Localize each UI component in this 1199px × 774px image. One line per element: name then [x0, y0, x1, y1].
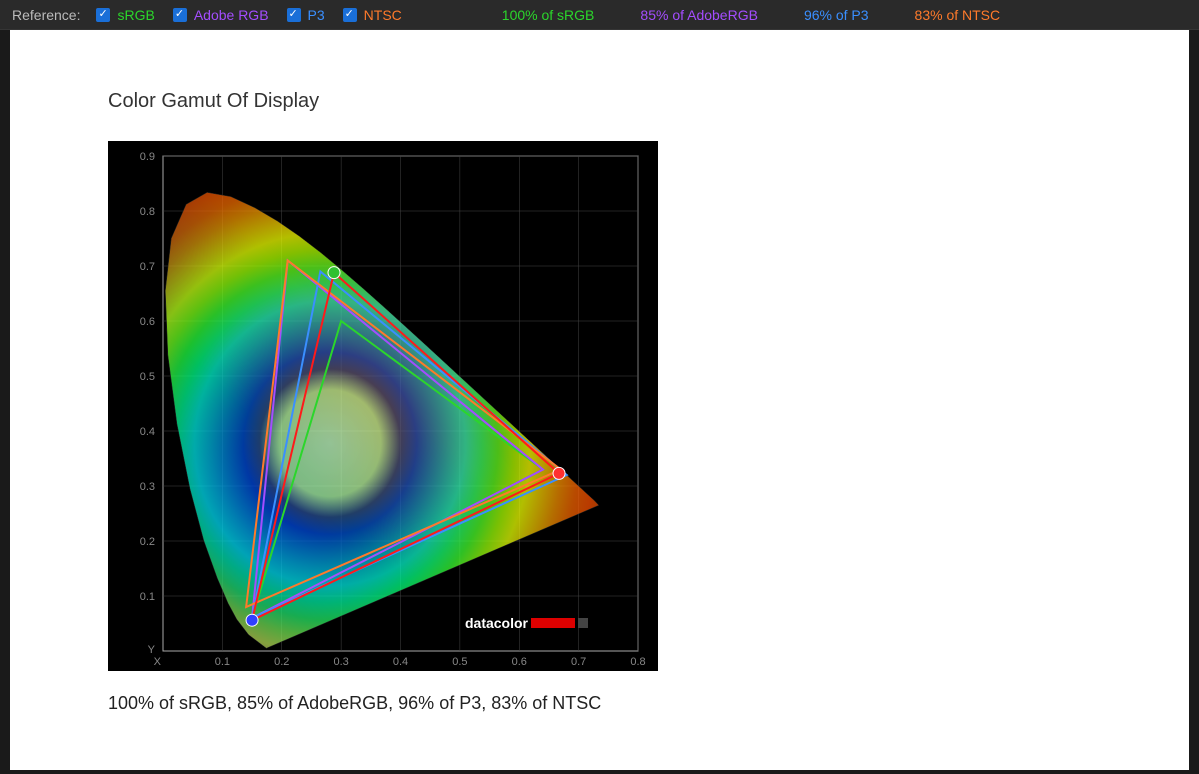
checkbox-ntsc-label: NTSC [364, 7, 402, 23]
svg-text:0.4: 0.4 [140, 426, 155, 438]
checkbox-srgb-input[interactable] [96, 8, 110, 22]
watermark-bar2-icon [578, 618, 588, 628]
watermark-text: datacolor [465, 615, 528, 631]
svg-text:0.8: 0.8 [140, 206, 155, 218]
svg-text:0.4: 0.4 [393, 656, 408, 668]
svg-text:0.3: 0.3 [140, 481, 155, 493]
svg-text:0.2: 0.2 [140, 536, 155, 548]
svg-text:0.5: 0.5 [452, 656, 467, 668]
checkbox-adobergb-input[interactable] [173, 8, 187, 22]
svg-text:0.6: 0.6 [140, 316, 155, 328]
svg-text:X: X [154, 656, 162, 668]
reference-toolbar: Reference: sRGB Adobe RGB P3 NTSC 100% o… [0, 0, 1199, 30]
svg-text:0.5: 0.5 [140, 371, 155, 383]
page-title: Color Gamut Of Display [108, 90, 1189, 113]
percent-p3: 96% of P3 [804, 7, 869, 23]
checkbox-adobergb-label: Adobe RGB [194, 7, 269, 23]
svg-text:Y: Y [148, 644, 156, 656]
reference-label: Reference: [12, 7, 80, 23]
checkbox-srgb[interactable]: sRGB [92, 5, 154, 25]
svg-text:0.1: 0.1 [215, 656, 230, 668]
watermark-datacolor: datacolor [465, 615, 588, 631]
gamut-chart-svg: 0.1 0.2 0.3 0.4 0.5 0.6 0.7 0.8 0.1 0.2 0.3 0.4 0.5 0… [108, 141, 658, 671]
svg-text:0.6: 0.6 [512, 656, 527, 668]
gamut-chart: 0.1 0.2 0.3 0.4 0.5 0.6 0.7 0.8 0.1 0.2 0.3 0.4 0.5 0… [108, 141, 658, 671]
svg-text:0.1: 0.1 [140, 591, 155, 603]
svg-text:0.2: 0.2 [274, 656, 289, 668]
checkbox-ntsc-input[interactable] [343, 8, 357, 22]
percent-adobergb: 85% of AdobeRGB [640, 7, 758, 23]
checkbox-adobergb[interactable]: Adobe RGB [169, 5, 269, 25]
svg-text:0.7: 0.7 [571, 656, 586, 668]
checkbox-p3-input[interactable] [287, 8, 301, 22]
gamut-caption: 100% of sRGB, 85% of AdobeRGB, 96% of P3… [108, 693, 1189, 714]
percent-srgb: 100% of sRGB [502, 7, 595, 23]
svg-text:0.3: 0.3 [333, 656, 348, 668]
svg-text:0.7: 0.7 [140, 261, 155, 273]
checkbox-ntsc[interactable]: NTSC [339, 5, 402, 25]
checkbox-p3-label: P3 [308, 7, 325, 23]
checkbox-p3[interactable]: P3 [283, 5, 325, 25]
content-area: Color Gamut Of Display 0.10.20.30.40.50.… [10, 30, 1189, 770]
watermark-bar-icon [531, 618, 575, 628]
svg-text:0.8: 0.8 [630, 656, 645, 668]
percent-ntsc: 83% of NTSC [915, 7, 1001, 23]
svg-text:0.9: 0.9 [140, 151, 155, 163]
checkbox-srgb-label: sRGB [117, 7, 154, 23]
